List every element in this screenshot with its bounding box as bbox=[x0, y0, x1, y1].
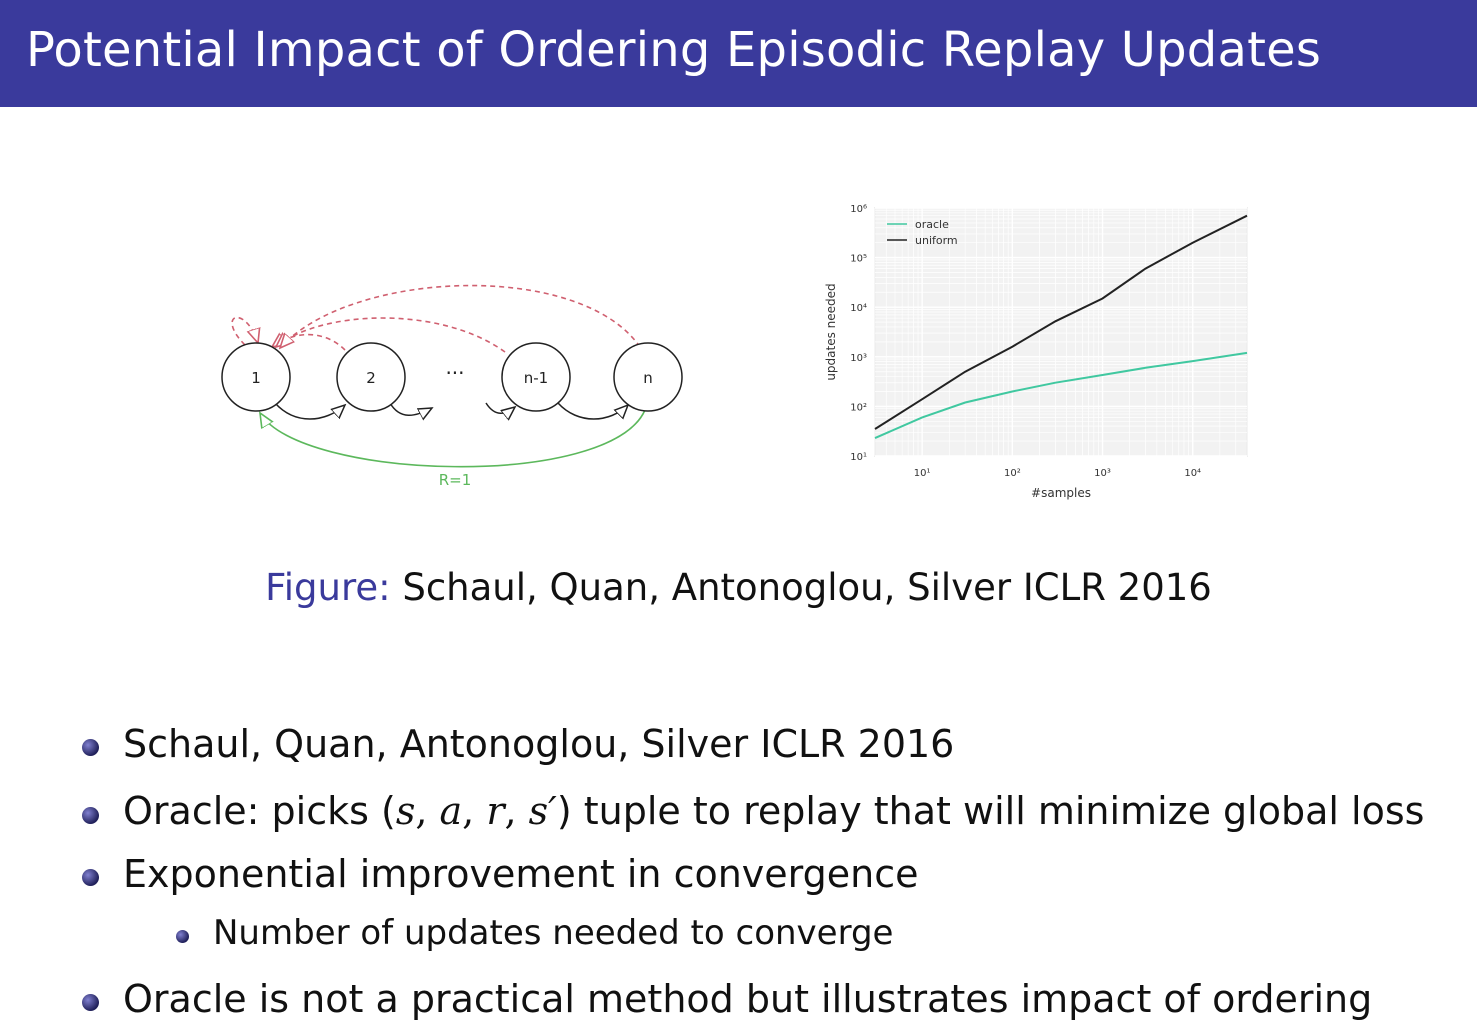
chain-mdp-diagram: 1 2 n-1 n ··· R=1 bbox=[221, 284, 683, 489]
x-tick-label: 10³ bbox=[1094, 468, 1111, 479]
node-1 bbox=[221, 342, 291, 412]
reward-label: R=1 bbox=[439, 471, 472, 489]
y-tick-label: 10¹ bbox=[850, 452, 867, 463]
y-tick-label: 10⁵ bbox=[850, 254, 867, 265]
legend: oracle uniform bbox=[887, 218, 958, 247]
title-bar: Potential Impact of Ordering Episodic Re… bbox=[0, 0, 1477, 107]
bullet-4: Oracle is not a practical method but ill… bbox=[123, 977, 1373, 1021]
bullet-dot-4 bbox=[82, 994, 99, 1011]
bullet-1: Schaul, Quan, Antonoglou, Silver ICLR 20… bbox=[123, 722, 955, 766]
x-axis-label: #samples bbox=[1031, 486, 1091, 500]
x-tick-label: 10¹ bbox=[914, 468, 931, 479]
y-axis-label: updates needed bbox=[824, 283, 838, 380]
node-2 bbox=[336, 342, 406, 412]
node-1-label: 1 bbox=[251, 369, 261, 387]
convergence-chart: 10¹ 10² 10³ 10⁴ 10⁵ 10⁶ 10¹ 10² 10³ 10⁴ #samples… bbox=[824, 204, 1248, 500]
ellipsis: ··· bbox=[445, 361, 464, 385]
reset-arc-n bbox=[280, 284, 641, 348]
grid bbox=[874, 207, 1248, 457]
node-n-1 bbox=[501, 342, 571, 412]
y-tick-label: 10³ bbox=[850, 353, 867, 364]
math-s-prime: s′ bbox=[528, 789, 557, 833]
bullet-dot-2 bbox=[82, 807, 99, 824]
math-s: s bbox=[395, 789, 416, 833]
legend-label-uniform: uniform bbox=[915, 234, 958, 247]
reset-arc-n-1 bbox=[276, 317, 506, 353]
series bbox=[874, 214, 1248, 440]
y-tick-label: 10⁴ bbox=[850, 303, 867, 314]
bullet-dot-1 bbox=[82, 739, 99, 756]
bullet-2: Oracle: picks (s, a, r, s′) tuple to rep… bbox=[123, 789, 1425, 833]
forward-arc-n-1-n bbox=[557, 402, 628, 419]
plot-area bbox=[874, 207, 1248, 457]
y-tick-label: 10⁶ bbox=[850, 204, 867, 215]
forward-arc-1-2 bbox=[274, 402, 345, 420]
forward-arc-prev-n-1 bbox=[485, 402, 515, 413]
bullet-2-post: ) tuple to replay that will minimize glo… bbox=[556, 789, 1425, 833]
series-line-uniform bbox=[874, 214, 1248, 430]
sub-bullet-dot-1 bbox=[176, 930, 189, 943]
nodes bbox=[221, 342, 683, 412]
series-line-oracle bbox=[874, 351, 1248, 440]
legend-label-oracle: oracle bbox=[915, 218, 949, 231]
reward-arc bbox=[260, 409, 646, 468]
y-tick-label: 10² bbox=[850, 402, 867, 413]
math-a: a bbox=[439, 789, 463, 833]
forward-arc-2-next bbox=[389, 402, 432, 415]
caption-text: Schaul, Quan, Antonoglou, Silver ICLR 20… bbox=[390, 566, 1212, 609]
node-n bbox=[613, 342, 683, 412]
bullet-3: Exponential improvement in convergence bbox=[123, 852, 919, 896]
y-ticks: 10¹ 10² 10³ 10⁴ 10⁵ 10⁶ bbox=[850, 204, 867, 463]
reset-arc-self bbox=[231, 316, 258, 346]
forward-arcs bbox=[274, 402, 628, 420]
reset-arc-2 bbox=[272, 335, 346, 351]
slide-title: Potential Impact of Ordering Episodic Re… bbox=[26, 22, 1322, 78]
x-ticks: 10¹ 10² 10³ 10⁴ bbox=[914, 468, 1201, 479]
node-n-1-label: n-1 bbox=[524, 369, 548, 387]
figure-caption: Figure: Schaul, Quan, Antonoglou, Silver… bbox=[0, 566, 1477, 609]
reset-arcs bbox=[231, 284, 641, 353]
caption-label: Figure: bbox=[265, 566, 391, 609]
math-r: r bbox=[486, 789, 505, 833]
x-tick-label: 10² bbox=[1004, 468, 1021, 479]
bullet-dot-3 bbox=[82, 869, 99, 886]
node-2-label: 2 bbox=[366, 369, 376, 387]
bullet-2-pre: Oracle: picks ( bbox=[123, 789, 396, 833]
x-tick-label: 10⁴ bbox=[1184, 468, 1201, 479]
sub-bullet-1: Number of updates needed to converge bbox=[213, 913, 894, 953]
node-n-label: n bbox=[643, 369, 653, 387]
